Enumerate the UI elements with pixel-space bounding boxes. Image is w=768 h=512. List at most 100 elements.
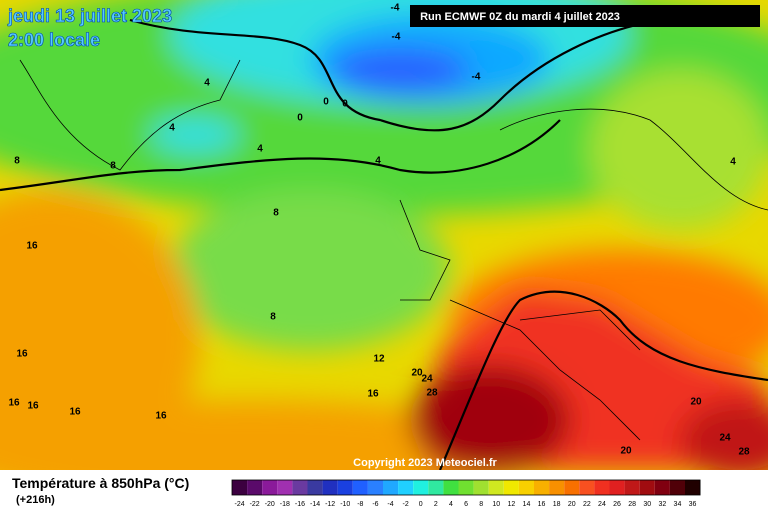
map-date: jeudi 13 juillet 2023: [7, 6, 172, 26]
contour-label: 4: [257, 144, 263, 155]
contour-label: 24: [719, 433, 731, 444]
scale-label: 2: [434, 501, 438, 508]
contour-label: 20: [690, 397, 702, 408]
color-swatch: [352, 480, 368, 495]
contour-label: 20: [620, 446, 632, 457]
scale-label: 6: [464, 501, 468, 508]
contour-label: 16: [367, 389, 379, 400]
contour-label: -4: [391, 3, 400, 14]
scale-label: 28: [628, 501, 636, 508]
contour-label: 20: [411, 368, 423, 379]
scale-label: 14: [523, 501, 531, 508]
contour-label: 0: [323, 97, 329, 108]
scale-label: -16: [295, 501, 305, 508]
run-info: Run ECMWF 0Z du mardi 4 juillet 2023: [420, 11, 620, 23]
scale-label: -10: [340, 501, 350, 508]
scale-label: 20: [568, 501, 576, 508]
contour-label: -4: [472, 72, 481, 83]
contour-label: 4: [375, 156, 381, 167]
scale-label: 30: [643, 501, 651, 508]
color-swatch: [367, 480, 383, 495]
contour-label: 16: [27, 401, 39, 412]
scale-label: 34: [674, 501, 682, 508]
scale-label: 4: [449, 501, 453, 508]
color-swatch: [624, 480, 640, 495]
color-swatch: [443, 480, 459, 495]
color-swatch: [503, 480, 519, 495]
run-banner: [410, 5, 760, 27]
scale-label: -14: [310, 501, 320, 508]
color-swatch: [413, 480, 429, 495]
contour-label: 16: [155, 411, 167, 422]
color-swatch: [564, 480, 580, 495]
contour-label: 4: [730, 157, 736, 168]
scale-label: 36: [689, 501, 697, 508]
color-swatch: [594, 480, 610, 495]
color-swatch: [609, 480, 625, 495]
color-swatch: [685, 480, 701, 495]
contour-label: 16: [26, 241, 38, 252]
color-swatch: [639, 480, 655, 495]
scale-label: 0: [419, 501, 423, 508]
color-swatch: [398, 480, 414, 495]
scale-label: 10: [492, 501, 500, 508]
scale-label: -24: [234, 501, 244, 508]
contour-label: 8: [14, 156, 20, 167]
color-swatch: [232, 480, 248, 495]
color-swatch: [473, 480, 489, 495]
scale-label: 32: [658, 501, 666, 508]
scale-label: -20: [265, 501, 275, 508]
scale-label: -18: [280, 501, 290, 508]
scale-label: 22: [583, 501, 591, 508]
color-swatch: [669, 480, 685, 495]
scale-frame: [231, 479, 701, 496]
scale-label: -12: [325, 501, 335, 508]
color-swatch: [579, 480, 595, 495]
color-swatch: [277, 480, 293, 495]
color-swatch: [428, 480, 444, 495]
color-swatch: [292, 480, 308, 495]
contour-label: 0: [297, 113, 303, 124]
scale-label: -2: [403, 501, 409, 508]
scale-label: 12: [507, 501, 515, 508]
scale-label: 24: [598, 501, 606, 508]
contour-label: 16: [16, 349, 28, 360]
lead-time: (+216h): [16, 494, 55, 506]
color-swatch: [534, 480, 550, 495]
scale-label: -22: [250, 501, 260, 508]
contour-label: 0: [342, 99, 348, 110]
contour-label: 4: [169, 123, 175, 134]
contour-label: 28: [426, 388, 438, 399]
contour-label: 8: [110, 161, 116, 172]
contour-label: 8: [273, 208, 279, 219]
contour-label: 16: [8, 398, 20, 409]
contour-label: 8: [270, 312, 276, 323]
contour-label: 24: [421, 374, 433, 385]
color-swatch: [518, 480, 534, 495]
color-swatch: [262, 480, 278, 495]
scale-label: -8: [357, 501, 363, 508]
color-swatch: [322, 480, 338, 495]
scale-label: 18: [553, 501, 561, 508]
contour-label: -4: [392, 32, 401, 43]
map-time: 2:00 locale: [8, 30, 100, 50]
scale-label: 16: [538, 501, 546, 508]
contour-label: 16: [69, 407, 81, 418]
scale-label: 8: [479, 501, 483, 508]
color-swatch: [383, 480, 399, 495]
color-swatch: [458, 480, 474, 495]
contour-label: 4: [204, 78, 210, 89]
copyright: Copyright 2023 Meteociel.fr: [353, 457, 497, 469]
contour-label: 12: [373, 354, 385, 365]
color-swatch: [549, 480, 565, 495]
contours: [0, 18, 768, 470]
color-swatch: [337, 480, 353, 495]
coastlines: [19, 59, 768, 441]
scale-label: -4: [387, 501, 393, 508]
color-swatch: [488, 480, 504, 495]
color-swatch: [247, 480, 263, 495]
legend-title: Température à 850hPa (°C): [12, 475, 189, 491]
